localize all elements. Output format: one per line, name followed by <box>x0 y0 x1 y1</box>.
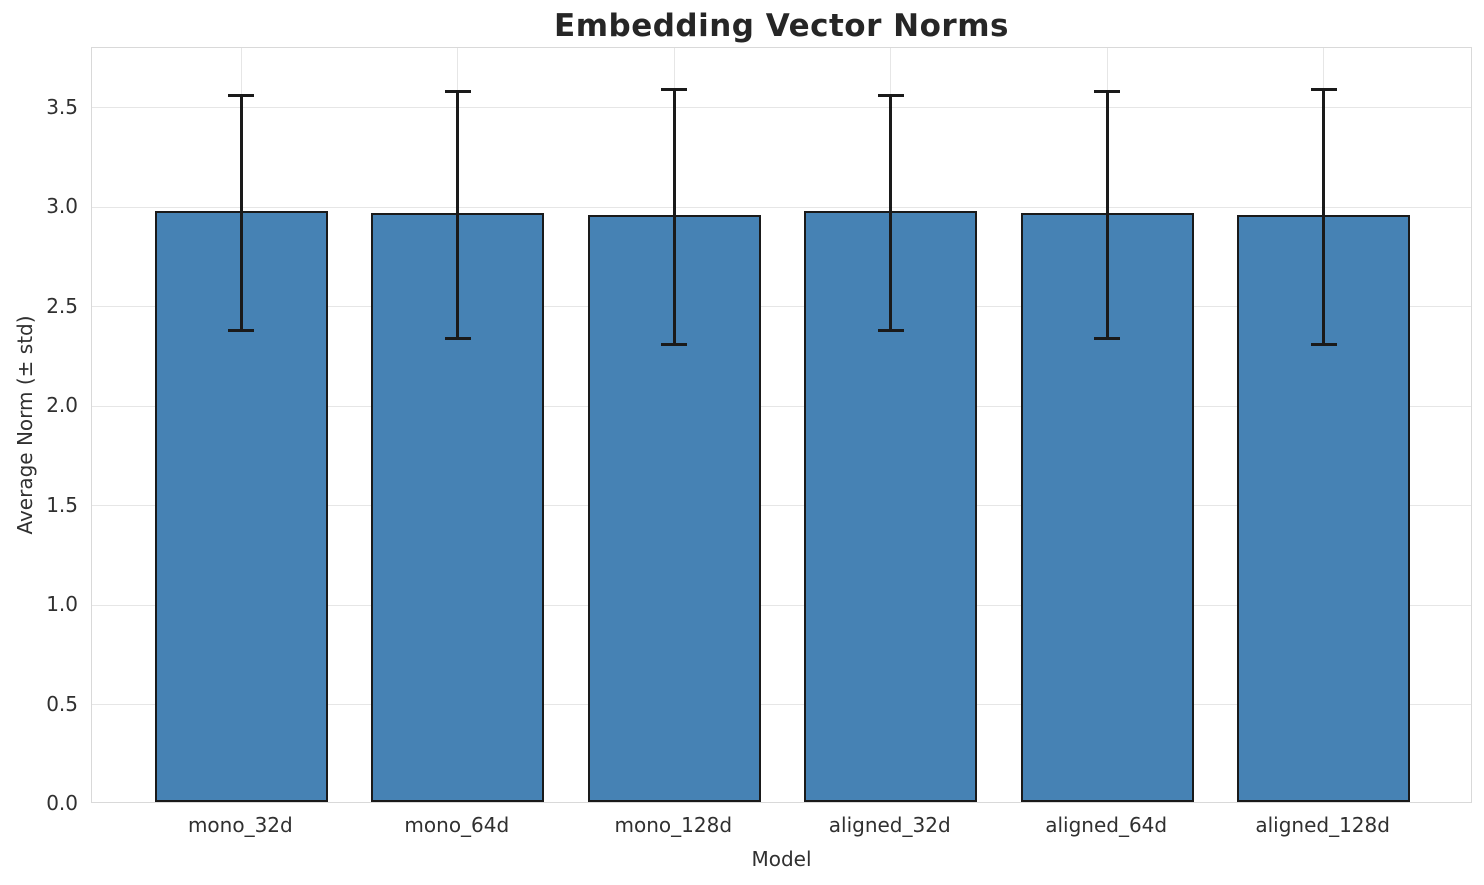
h-gridline <box>92 505 1471 507</box>
x-tick-label: mono_32d <box>187 813 293 837</box>
error-bar-cap <box>877 94 904 98</box>
y-tick-label: 0.0 <box>46 791 78 815</box>
error-bar-cap <box>444 336 471 340</box>
error-bar-line <box>672 89 676 345</box>
h-gridline <box>92 604 1471 606</box>
plot-area <box>91 47 1472 803</box>
h-gridline <box>92 206 1471 208</box>
y-tick-label: 2.0 <box>46 393 78 418</box>
h-gridline <box>92 405 1471 407</box>
error-bar-line <box>239 95 243 331</box>
error-bar-cap <box>228 94 255 98</box>
error-bar-line <box>456 91 460 339</box>
x-tick-label: aligned_64d <box>1045 813 1168 837</box>
error-bar-line <box>1322 89 1326 345</box>
x-tick-label: mono_64d <box>404 813 510 837</box>
y-tick-label: 0.5 <box>46 691 78 716</box>
h-gridline <box>92 107 1471 109</box>
bar-aligned_32d <box>804 211 978 802</box>
h-gridline <box>92 306 1471 308</box>
error-bar-cap <box>1310 342 1337 346</box>
error-bar-cap <box>661 88 688 92</box>
y-tick-label: 1.5 <box>46 492 78 517</box>
x-tick-label: aligned_128d <box>1255 813 1390 837</box>
y-tick-label: 2.5 <box>46 293 78 318</box>
x-tick-label: aligned_32d <box>828 813 951 837</box>
x-tick-label: mono_128d <box>614 813 733 837</box>
error-bar-cap <box>228 329 255 332</box>
x-axis-label: Model <box>751 847 812 871</box>
error-bar-cap <box>877 329 904 332</box>
y-tick-label: 3.0 <box>46 194 78 219</box>
y-tick-label: 1.0 <box>46 592 78 617</box>
error-bar-cap <box>1094 90 1121 94</box>
error-bar-line <box>1105 91 1109 339</box>
error-bar-cap <box>661 342 688 346</box>
chart-title: Embedding Vector Norms <box>554 8 1009 44</box>
y-tick-label: 3.5 <box>46 94 78 119</box>
error-bar-line <box>889 95 893 331</box>
error-bar-cap <box>1094 336 1121 340</box>
h-gridline <box>92 704 1471 706</box>
error-bar-cap <box>1310 88 1337 92</box>
error-bar-cap <box>444 90 471 94</box>
